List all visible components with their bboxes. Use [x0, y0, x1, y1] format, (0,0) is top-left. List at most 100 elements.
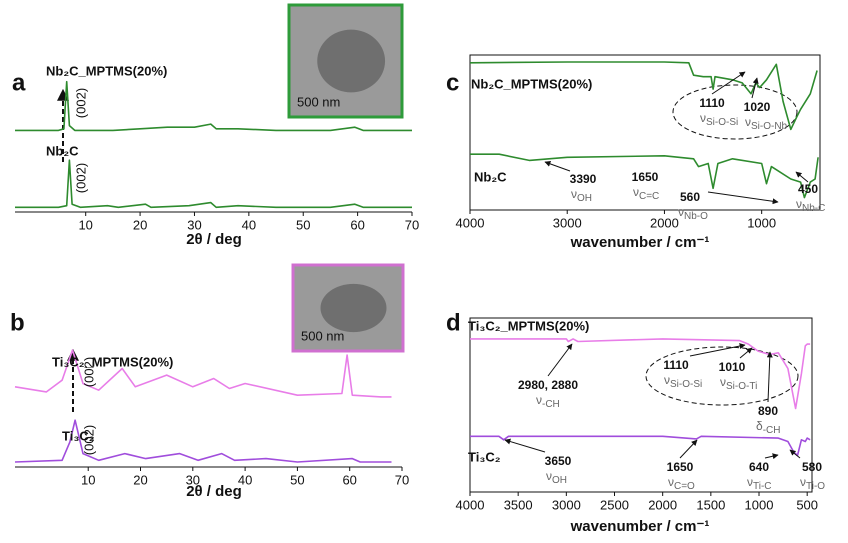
peak-arrow: [766, 351, 773, 403]
vibration-mode: Nb-C: [802, 203, 825, 214]
x-tick-label: 3500: [504, 497, 533, 512]
x-tick-label: 60: [350, 217, 364, 232]
peak-arrow: [711, 71, 746, 95]
x-tick-label: 2500: [600, 497, 629, 512]
vibration-symbol: ν: [747, 475, 753, 489]
peak-value: 450: [798, 182, 818, 196]
vibration-label: νSi-O-Nb: [745, 115, 788, 131]
peak-arrow: [764, 453, 779, 460]
series-label: Ti₃C₂_MPTMS(20%): [52, 354, 173, 369]
spectrum-line: [470, 153, 819, 199]
vibration-symbol: ν: [720, 375, 726, 389]
x-tick-label: 10: [78, 217, 92, 232]
x-tick-label: 60: [342, 472, 356, 487]
peak-arrow: [544, 161, 571, 172]
x-tick-label: 3000: [552, 497, 581, 512]
vibration-label: νTi-C: [747, 475, 772, 491]
vibration-mode: -CH: [763, 425, 781, 436]
peak-value: 580: [802, 460, 822, 474]
peak-arrow: [751, 77, 759, 99]
panel-letter: c: [446, 69, 459, 96]
x-tick-label: 2000: [648, 497, 677, 512]
vibration-symbol: ν: [800, 475, 806, 489]
vibration-label: νOH: [571, 187, 592, 203]
x-tick-label: 40: [238, 472, 252, 487]
x-tick-label: 70: [395, 472, 409, 487]
peak-arrow: [739, 347, 753, 359]
vibration-label: νOH: [546, 469, 567, 485]
peak-arrow: [707, 191, 779, 205]
series-label: Ti₃C₂: [62, 428, 95, 443]
scale-bar-label: 500 nm: [301, 328, 344, 343]
series-label: Ti₃C₂: [468, 449, 501, 464]
vibration-label: νNb-O: [678, 205, 708, 221]
tem-flake: [317, 29, 386, 93]
vibration-label: νSi-O-Ti: [720, 375, 757, 391]
x-tick-label: 40: [242, 217, 256, 232]
x-tick-label: 500: [796, 497, 818, 512]
series-label: Nb₂C_MPTMS(20%): [471, 76, 592, 91]
peak-label: (002): [81, 357, 96, 387]
vibration-mode: Nb-O: [684, 211, 708, 222]
vibration-label: νSi-O-Si: [664, 373, 702, 389]
spectrum-line: [15, 159, 412, 209]
vibration-mode: Ti-C: [753, 481, 772, 492]
vibration-symbol: ν: [796, 197, 802, 211]
x-axis-title: 2θ / deg: [186, 231, 242, 248]
vibration-label: νTi-O: [800, 475, 825, 491]
series-label: Nb₂C: [46, 143, 79, 158]
vibration-mode: Si-O-Si: [670, 379, 702, 390]
peak-value: 1110: [663, 358, 689, 372]
x-tick-label: 30: [187, 217, 201, 232]
vibration-label: νSi-O-Si: [700, 111, 738, 127]
spectrum-line: [470, 435, 811, 457]
series-label: Nb₂C_MPTMS(20%): [46, 63, 167, 78]
peak-arrow: [547, 343, 573, 377]
peak-value: 1650: [667, 460, 694, 474]
spectrum-line: [469, 61, 818, 131]
vibration-symbol: ν: [633, 185, 639, 199]
peak-value: 890: [758, 404, 778, 418]
x-tick-label: 30: [186, 472, 200, 487]
vibration-symbol: ν: [668, 475, 674, 489]
vibration-symbol: ν: [678, 205, 684, 219]
peak-label: (002): [81, 425, 96, 455]
x-tick-label: 20: [133, 472, 147, 487]
vibration-mode: Si-O-Ti: [726, 381, 757, 392]
peak-arrow: [504, 438, 546, 453]
x-tick-label: 50: [290, 472, 304, 487]
vibration-mode: -CH: [542, 399, 560, 410]
vibration-mode: C=O: [674, 481, 695, 492]
peak-value: 1110: [699, 96, 725, 110]
vibration-mode: OH: [552, 475, 567, 486]
x-tick-label: 4000: [456, 497, 485, 512]
scale-bar-label: 500 nm: [297, 94, 340, 109]
x-axis-title: wavenumber / cm⁻¹: [570, 234, 710, 251]
peak-value: 2980, 2880: [518, 378, 578, 392]
peak-value: 3390: [570, 172, 597, 186]
spectrum-line: [15, 80, 412, 132]
peak-label: (002): [73, 163, 88, 193]
vibration-label: νC=O: [668, 475, 695, 491]
highlight-ellipse: [645, 346, 799, 406]
series-label: Ti₃C₂_MPTMS(20%): [468, 318, 589, 333]
vibration-symbol: ν: [546, 469, 552, 483]
vibration-mode: C=C: [639, 191, 659, 202]
x-tick-label: 1000: [747, 215, 776, 230]
vibration-mode: OH: [577, 193, 592, 204]
vibration-symbol: ν: [700, 111, 706, 125]
series-label: Nb₂C: [474, 169, 507, 184]
spectrum-line: [470, 338, 811, 410]
panel-letter: b: [10, 309, 25, 336]
vibration-mode: Si-O-Nb: [751, 121, 788, 132]
vibration-symbol: ν: [664, 373, 670, 387]
vibration-symbol: ν: [745, 115, 751, 129]
x-tick-label: 1000: [745, 497, 774, 512]
panel-letter: d: [446, 309, 461, 336]
panel-letter: a: [12, 69, 26, 96]
vibration-label: ν-CH: [536, 393, 560, 409]
highlight-ellipse: [672, 84, 798, 140]
spectrum-line: [14, 349, 392, 398]
vibration-label: νNb-C: [796, 197, 825, 213]
